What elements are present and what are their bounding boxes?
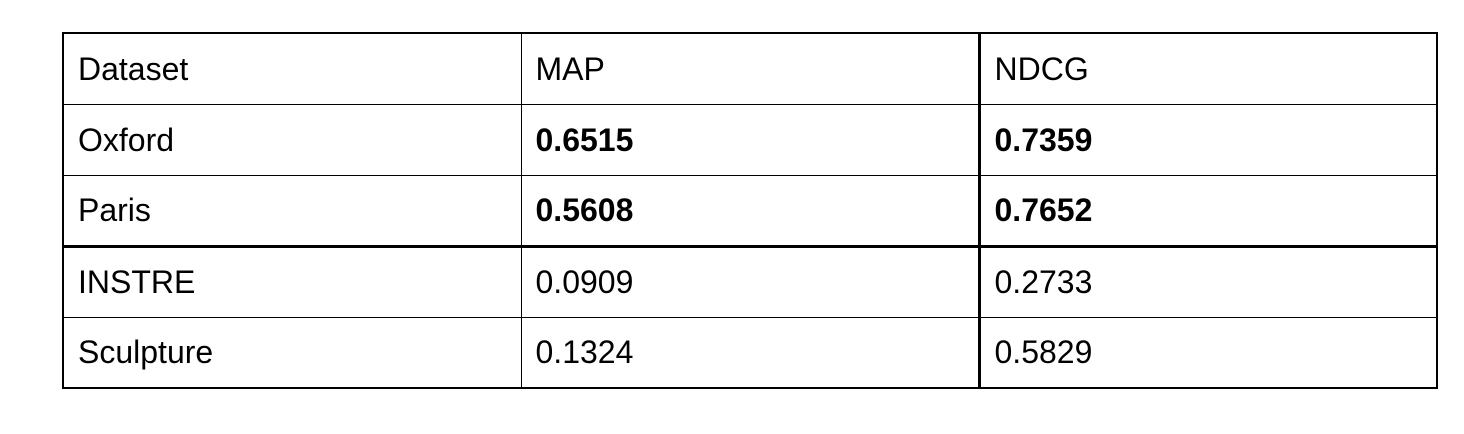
ndcg-cell: 0.7652: [977, 174, 1437, 246]
header-ndcg: NDCG: [977, 33, 1437, 104]
map-cell: 0.6515: [520, 103, 979, 175]
table-row: Sculpture 0.1324 0.5829: [63, 316, 1437, 388]
results-table: Dataset MAP NDCG Oxford 0.6515 0.7359 Pa…: [62, 32, 1438, 389]
ndcg-cell: 0.5829: [977, 316, 1437, 388]
header-dataset: Dataset: [78, 50, 189, 87]
table-row: Oxford 0.6515 0.7359: [63, 103, 1437, 175]
header-row: Dataset MAP NDCG: [63, 33, 1437, 104]
ndcg-cell: 0.2733: [977, 244, 1437, 317]
map-cell: 0.1324: [520, 316, 979, 388]
ndcg-cell: 0.7359: [977, 103, 1437, 175]
map-cell: 0.5608: [520, 174, 979, 246]
table-row: Paris 0.5608 0.7652: [63, 174, 1437, 246]
map-cell: 0.0909: [520, 244, 979, 317]
dataset-cell: Sculpture: [63, 316, 521, 388]
header-map: MAP: [520, 33, 979, 104]
dataset-cell: Paris: [63, 174, 521, 246]
dataset-cell: Oxford: [63, 103, 521, 175]
table-row: INSTRE 0.0909 0.2733: [63, 244, 1437, 317]
dataset-cell: INSTRE: [63, 244, 521, 317]
